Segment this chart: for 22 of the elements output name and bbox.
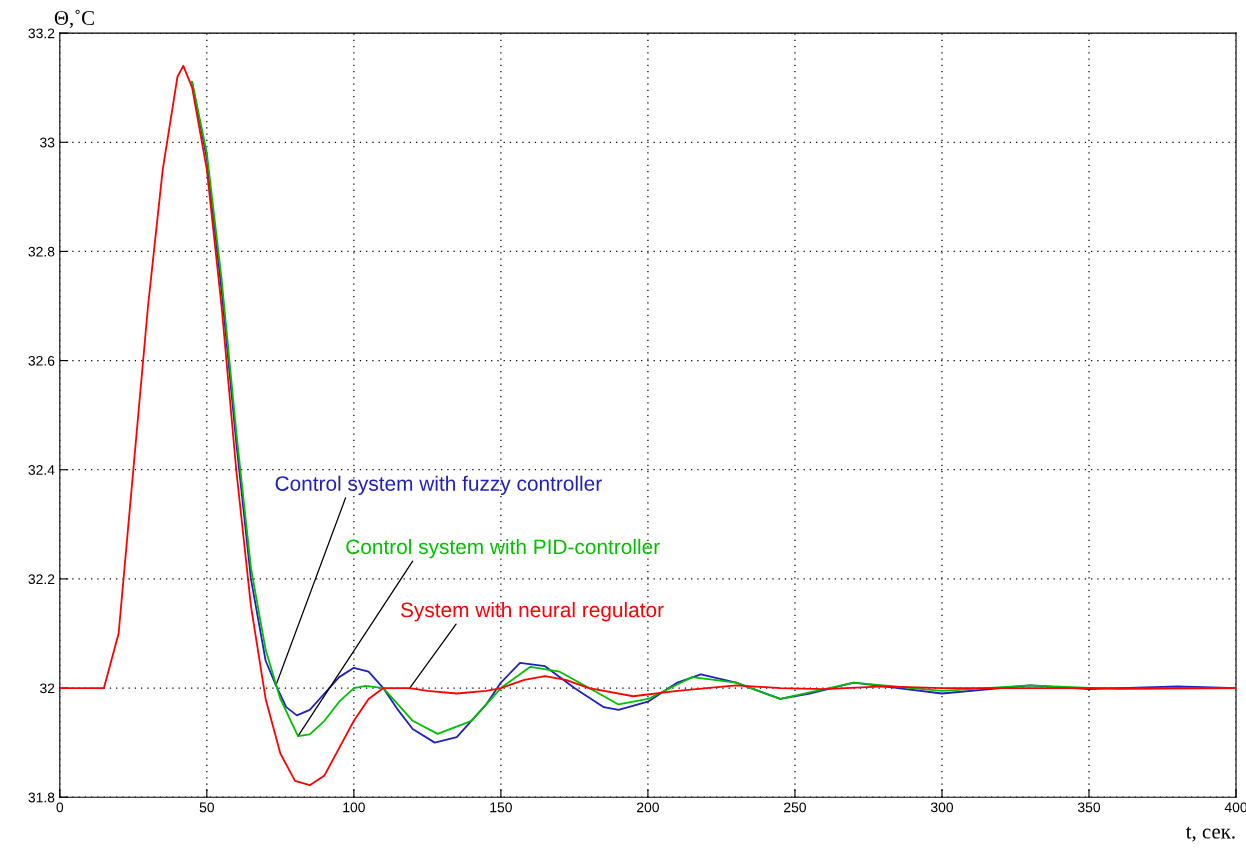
y-tick-label: 32.4 (28, 465, 55, 475)
y-tick-label: 32.6 (28, 355, 55, 366)
x-axis-title: t, сек. (1185, 826, 1235, 842)
y-axis-title: Θ,˚C (54, 9, 94, 29)
y-tick-label: 33.2 (28, 28, 55, 39)
line-series (59, 64, 1237, 787)
x-tick-label: 150 (490, 802, 512, 813)
x-tick-label: 200 (637, 802, 659, 813)
x-tick-label: 100 (343, 802, 365, 813)
text: System with neural regulator (400, 601, 664, 622)
text: Control system with PID-controller (346, 538, 660, 559)
series-label: Control system with fuzzy controller (275, 475, 602, 496)
x-tick-label: 350 (1077, 802, 1101, 813)
x-tick-label: 250 (784, 802, 806, 813)
x-tick-label: 50 (199, 802, 215, 813)
y-tick-label: 32.2 (28, 574, 55, 585)
x-tick-label: 300 (930, 802, 954, 813)
x-tick-label: 0 (56, 802, 64, 813)
y-tick-label: 32.8 (28, 246, 55, 257)
y-tick-label: 33 (40, 137, 55, 148)
y-tick-label: 32 (40, 683, 55, 694)
y-tick-label: 31.8 (28, 792, 55, 803)
